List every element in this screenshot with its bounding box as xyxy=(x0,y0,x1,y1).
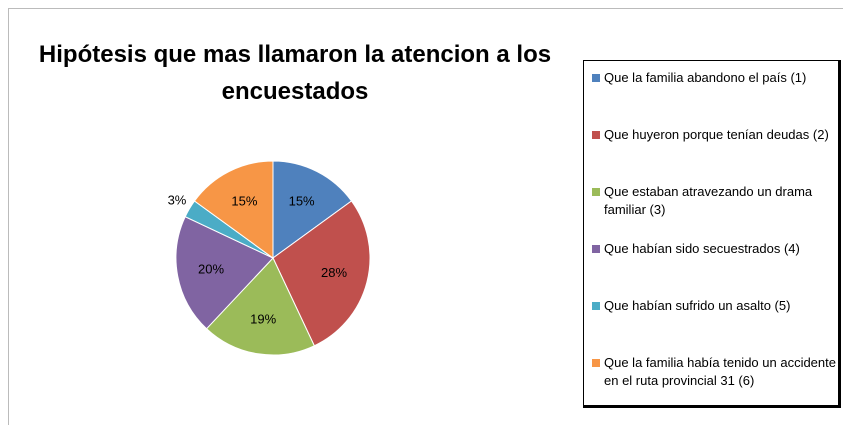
legend-label: Que habían sufrido un asalto (5) xyxy=(604,298,791,313)
data-label: 15% xyxy=(289,193,315,208)
data-label: 15% xyxy=(231,193,257,208)
legend: Que la familia abandono el país (1) Que h… xyxy=(583,60,841,408)
legend-item: Que la familia abandono el país (1) xyxy=(592,69,838,87)
pie-slice xyxy=(193,160,274,259)
legend-swatch xyxy=(592,131,600,139)
legend-item: Que huyeron porque tenían deudas (2) xyxy=(592,126,838,144)
legend-label: Que la familia había tenido un accidente… xyxy=(604,355,836,388)
legend-item: Que la familia había tenido un accidente… xyxy=(592,354,838,390)
legend-label: Que huyeron porque tenían deudas (2) xyxy=(604,127,829,142)
pie-slice xyxy=(205,257,315,356)
legend-label: Que la familia abandono el país (1) xyxy=(604,70,807,85)
legend-item: Que habían sufrido un asalto (5) xyxy=(592,297,838,315)
pie-slice xyxy=(175,216,274,330)
data-label: 3% xyxy=(168,193,187,208)
legend-item: Que estaban atravezando un drama familia… xyxy=(592,183,838,219)
data-label: 28% xyxy=(321,265,347,280)
chart-title: Hipótesis que mas llamaron la atencion a… xyxy=(38,41,552,105)
legend-swatch xyxy=(592,188,600,196)
data-label: 20% xyxy=(198,261,224,276)
legend-swatch xyxy=(592,245,600,253)
chart-frame xyxy=(8,8,843,425)
legend-swatch xyxy=(592,302,600,310)
data-label: 19% xyxy=(250,312,276,327)
legend-swatch xyxy=(592,359,600,367)
legend-label: Que habían sido secuestrados (4) xyxy=(604,241,800,256)
legend-swatch xyxy=(592,74,600,82)
pie-area: 15% 28% 19% 20% 3% 15% xyxy=(168,160,371,356)
pie-slice xyxy=(272,160,353,259)
legend-label: Que estaban atravezando un drama familia… xyxy=(604,184,813,217)
legend-item: Que habían sido secuestrados (4) xyxy=(592,240,838,258)
pie-slice xyxy=(272,200,371,347)
